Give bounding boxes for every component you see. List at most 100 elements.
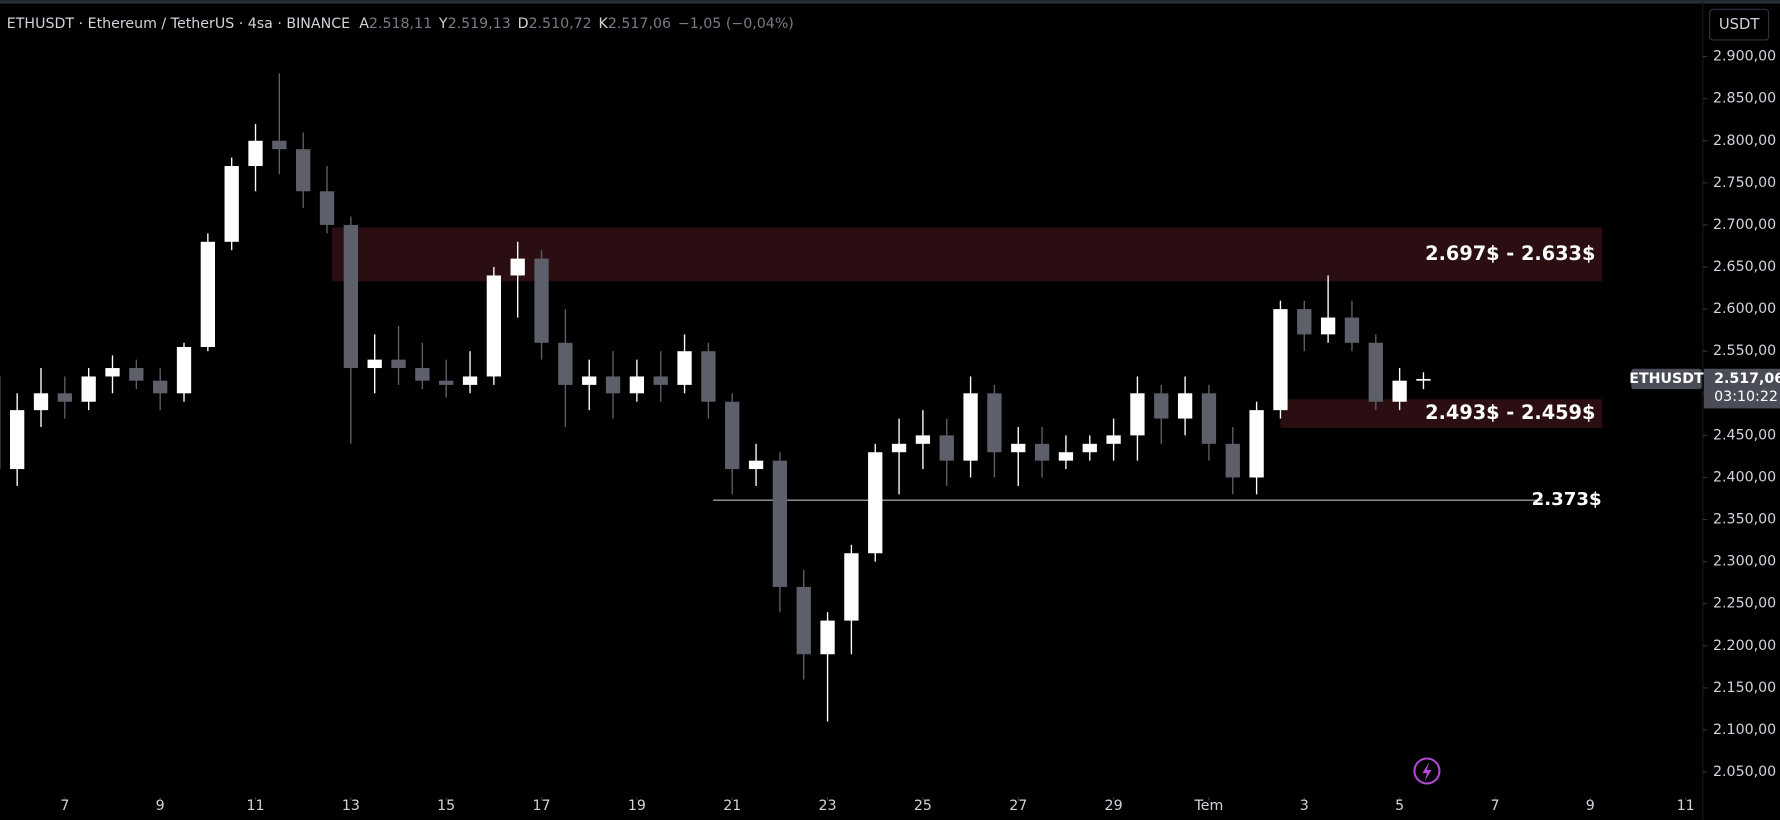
currency-button[interactable]: USDT [1709, 8, 1770, 41]
candle-body [701, 351, 716, 402]
x-tick-label: 7 [60, 798, 69, 814]
ohlc-key: K [599, 16, 609, 32]
level-label: 2.373$ [1532, 489, 1602, 510]
candle-body [725, 401, 740, 470]
ohlc-value: 2.517,06 [608, 16, 671, 32]
x-tick-label: 11 [246, 798, 264, 814]
candle-body [1368, 342, 1383, 402]
candle-body [1344, 317, 1360, 343]
symbol-tag-bg [1631, 368, 1702, 390]
candle-body [248, 140, 263, 167]
x-tick-label: 9 [1586, 798, 1595, 814]
y-tick-label: 2.250,00 [1713, 596, 1776, 612]
zone-label: 2.697$ - 2.633$ [1425, 242, 1595, 265]
candle-body [582, 376, 597, 385]
candle-body [1177, 393, 1193, 419]
price-tag-countdown: 03:10:22 [1714, 389, 1778, 405]
candle-body [415, 368, 430, 381]
y-tick-label: 2.900,00 [1713, 49, 1776, 65]
x-tick-label: 17 [533, 798, 551, 814]
top-border [0, 0, 1780, 4]
ohlc-key: D [518, 16, 529, 32]
candle-body [963, 393, 978, 461]
candle-body [1225, 443, 1240, 478]
x-tick-label: 29 [1105, 798, 1123, 814]
x-tick-label: 11 [1677, 798, 1695, 814]
x-tick-label: 23 [819, 798, 837, 814]
x-tick-label: 19 [628, 798, 646, 814]
candle-body [1392, 380, 1407, 402]
candle-body [1011, 443, 1026, 453]
candle-body [987, 393, 1002, 453]
alert-icon[interactable] [1413, 757, 1441, 785]
candle-body [1273, 309, 1288, 411]
candle-body [200, 241, 215, 348]
x-tick-label: 5 [1395, 798, 1404, 814]
candle-body [367, 359, 382, 369]
x-tick-label: 15 [437, 798, 455, 814]
y-tick-label: 2.850,00 [1713, 91, 1776, 107]
candle-body [81, 376, 96, 402]
y-tick-label: 2.650,00 [1713, 259, 1776, 275]
candle-body [486, 275, 502, 377]
candle-body [1106, 435, 1121, 444]
symbol-tag: ETHUSDT [1629, 371, 1704, 387]
candle-body [772, 460, 788, 587]
symbol: ETHUSDT · Ethereum / TetherUS · 4sa · BI… [7, 16, 350, 32]
x-tick-label: 27 [1009, 798, 1027, 814]
y-tick-label: 2.800,00 [1713, 133, 1776, 149]
candle-body [33, 393, 49, 411]
zone [1280, 399, 1603, 428]
candle-body [868, 452, 883, 554]
candle-body [510, 258, 525, 276]
candle-body [1034, 443, 1050, 461]
candle-body [391, 359, 406, 369]
ohlc-key: Y [438, 16, 448, 32]
candle-body [10, 410, 25, 470]
candle-body [677, 351, 692, 385]
header: ETHUSDT · Ethereum / TetherUS · 4sa · BI… [7, 16, 794, 32]
candle-body [129, 368, 144, 381]
candle-body [748, 460, 764, 470]
candle-body [296, 149, 311, 192]
candle-body [1154, 393, 1169, 419]
candle-body [319, 191, 335, 225]
y-tick-label: 2.400,00 [1713, 469, 1776, 485]
candle-body [1130, 393, 1145, 436]
candle-body [462, 376, 478, 385]
x-tick-label: 21 [723, 798, 741, 814]
candle-body [653, 376, 668, 385]
change: −1,05 (−0,04%) [678, 16, 794, 32]
y-tick-label: 2.450,00 [1713, 427, 1776, 443]
candle-body [1297, 309, 1312, 335]
candle-body [343, 224, 359, 369]
candle-body [1082, 443, 1097, 453]
candle-body [939, 435, 954, 461]
candle-body [224, 166, 239, 242]
ohlc-key: A [359, 16, 369, 32]
y-tick-label: 2.750,00 [1713, 175, 1776, 191]
price-tag-price: 2.517,06 [1714, 371, 1780, 387]
y-tick-label: 2.200,00 [1713, 638, 1776, 654]
candle-body [176, 347, 192, 394]
y-tick-label: 2.350,00 [1713, 512, 1776, 528]
x-tick-label: 7 [1490, 798, 1499, 814]
candle-body [820, 620, 835, 655]
ohlc-value: 2.518,11 [369, 16, 432, 32]
y-tick-label: 2.150,00 [1713, 680, 1776, 696]
x-tick-label: Tem [1194, 798, 1224, 814]
currency-label[interactable]: USDT [1719, 16, 1761, 33]
x-tick-label: 3 [1300, 798, 1309, 814]
y-tick-label: 2.300,00 [1713, 554, 1776, 570]
candle-body [272, 140, 287, 150]
candle-body [629, 376, 645, 394]
candle-body [534, 258, 549, 343]
candle-body [1416, 378, 1431, 381]
y-tick-label: 2.600,00 [1713, 301, 1776, 317]
candle-body [796, 586, 811, 655]
candle-body [1320, 317, 1336, 335]
candle-body [439, 380, 454, 385]
y-tick-label: 2.100,00 [1713, 722, 1776, 738]
